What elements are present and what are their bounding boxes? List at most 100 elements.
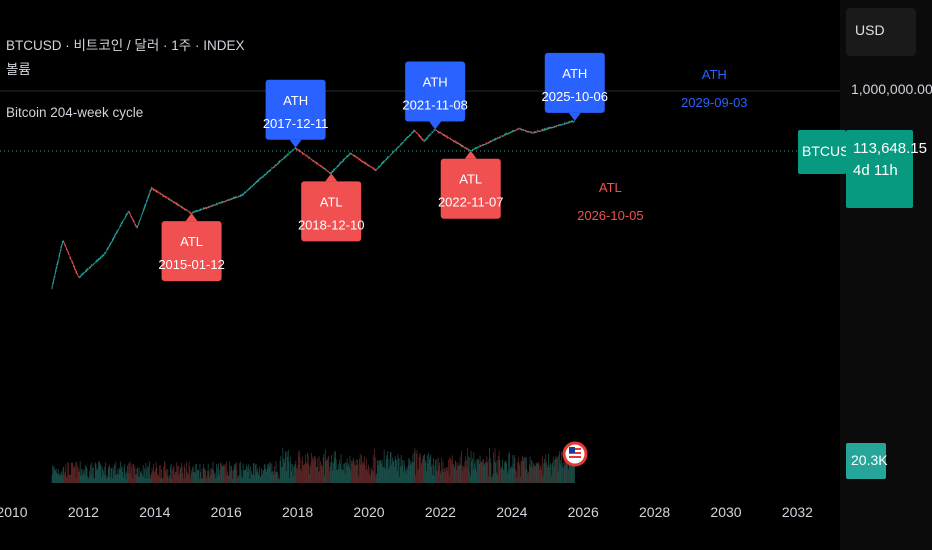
- candle-body: [91, 265, 93, 267]
- volume-bar: [368, 467, 370, 483]
- candle-body: [527, 131, 529, 133]
- candle-body: [279, 161, 281, 163]
- volume-bar: [555, 456, 557, 483]
- volume-bar: [233, 464, 235, 483]
- volume-bar: [205, 478, 207, 483]
- volume-bar: [105, 478, 107, 483]
- volume-bar: [545, 454, 547, 483]
- volume-legend[interactable]: 볼륨: [6, 62, 31, 77]
- indicator-legend[interactable]: Bitcoin 204-week cycle: [6, 105, 144, 120]
- candle-body: [430, 133, 432, 135]
- volume-bar: [64, 474, 65, 483]
- volume-bar: [485, 461, 487, 483]
- candle-body: [372, 167, 373, 169]
- volume-bar: [147, 478, 149, 483]
- candle-body: [363, 161, 364, 163]
- candle-body: [261, 177, 262, 179]
- volume-bar: [522, 455, 523, 483]
- candle-body: [368, 165, 370, 167]
- volume-bar: [483, 459, 484, 483]
- currency-selector[interactable]: USD: [846, 8, 916, 56]
- volume-bar: [447, 467, 449, 483]
- volume-bar: [87, 478, 89, 483]
- candle-body: [306, 155, 308, 157]
- candle-body: [344, 158, 345, 160]
- volume-bar: [513, 463, 514, 483]
- candle-body: [90, 266, 91, 268]
- volume-bar: [98, 461, 100, 483]
- volume-bar: [562, 462, 564, 483]
- candle-body: [68, 252, 69, 254]
- volume-bar: [111, 467, 113, 483]
- candle-body: [249, 187, 251, 189]
- volume-bar: [475, 459, 477, 483]
- volume-bar: [296, 467, 297, 483]
- candle-body: [387, 157, 388, 159]
- volume-bar: [116, 474, 118, 483]
- candle-body: [457, 143, 459, 144]
- volume-bar: [457, 465, 458, 483]
- candle-body: [263, 175, 265, 176]
- candle-body: [420, 137, 422, 139]
- volume-bar: [79, 471, 80, 483]
- candle-body: [507, 133, 509, 135]
- volume-bar: [218, 463, 219, 483]
- volume-bar: [495, 462, 497, 483]
- candle-body: [381, 164, 382, 165]
- symbol-legend[interactable]: BTCUSD · 비트코인 / 달러 · 1주 · INDEX: [6, 38, 245, 53]
- candle-body: [486, 143, 488, 145]
- candle-body: [462, 146, 464, 147]
- volume-bar: [519, 465, 521, 483]
- candle-body: [447, 137, 449, 138]
- volume-bar: [209, 477, 210, 483]
- candle-body: [226, 200, 228, 201]
- candle-body: [187, 210, 189, 212]
- volume-bar: [200, 478, 202, 483]
- candle-body: [309, 158, 311, 159]
- volume-bar: [154, 472, 156, 483]
- volume-bar: [258, 474, 260, 483]
- volume-bar: [313, 456, 315, 483]
- volume-bar: [253, 463, 255, 483]
- candle-body: [57, 261, 58, 266]
- volume-bar: [161, 478, 163, 483]
- volume-bar: [561, 451, 562, 483]
- volume-bar: [423, 456, 425, 483]
- volume-bar: [328, 455, 330, 483]
- candle-body: [499, 136, 501, 138]
- candle-body: [289, 152, 290, 154]
- candle-body: [526, 131, 528, 132]
- candle-body: [329, 172, 331, 174]
- candle-body: [322, 167, 323, 168]
- volume-bar: [296, 470, 298, 483]
- volume-bar: [365, 469, 367, 483]
- candle-body: [301, 152, 303, 154]
- volume-bar: [220, 462, 221, 483]
- candle-body: [140, 218, 141, 220]
- volume-bar: [53, 467, 54, 483]
- candle-body: [174, 202, 175, 204]
- candle-body: [105, 251, 106, 254]
- volume-bar: [246, 464, 247, 483]
- volume-bar: [507, 470, 509, 483]
- volume-bar: [359, 458, 360, 483]
- volume-bar: [428, 452, 430, 483]
- candle-body: [86, 269, 88, 271]
- volume-bar: [195, 472, 197, 483]
- volume-bar: [397, 454, 399, 483]
- candle-body: [567, 122, 568, 124]
- volume-bar: [391, 457, 393, 483]
- volume-bar: [568, 461, 570, 483]
- candle-body: [422, 139, 424, 141]
- candle-body: [313, 161, 315, 162]
- candle-body: [139, 219, 141, 222]
- volume-bar: [376, 460, 378, 483]
- volume-bar: [426, 470, 428, 483]
- candle-body: [511, 131, 512, 133]
- candle-body: [274, 164, 276, 166]
- candle-body: [536, 131, 538, 133]
- candle-body: [492, 140, 494, 141]
- candle-body: [311, 159, 312, 161]
- volume-bar: [389, 466, 391, 483]
